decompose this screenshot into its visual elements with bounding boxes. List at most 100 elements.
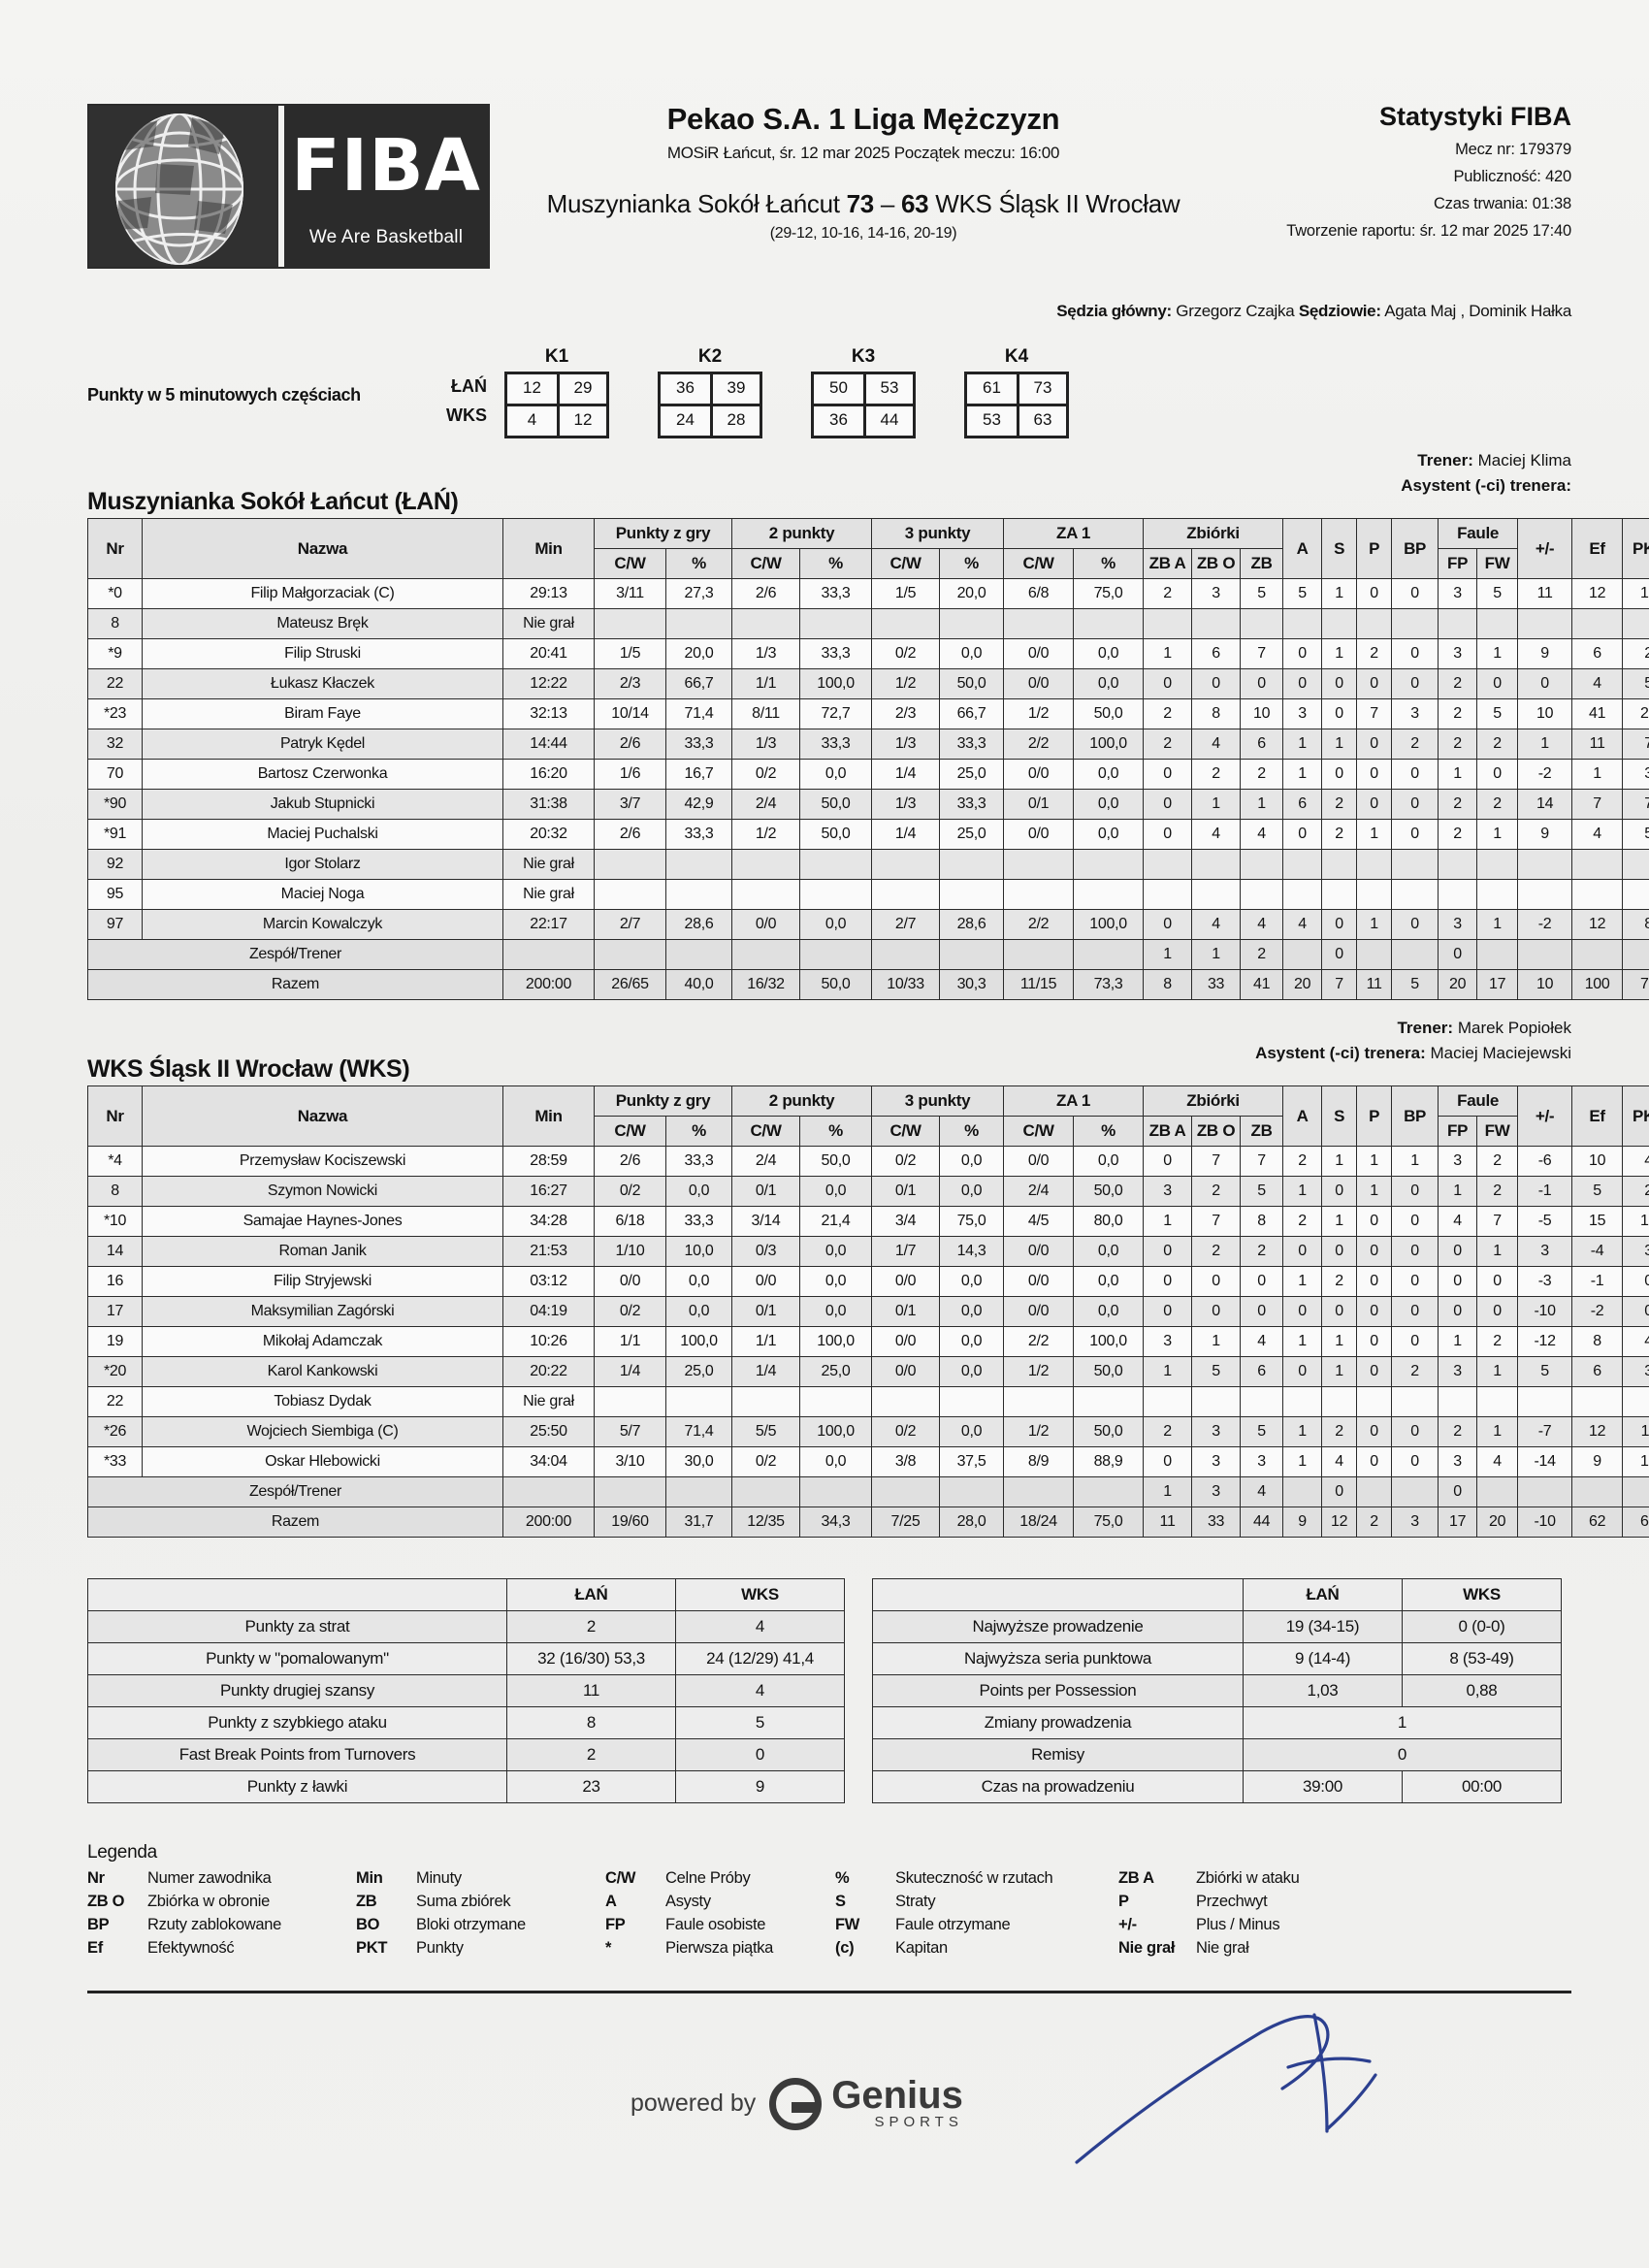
player-minutes: Nie grał bbox=[502, 879, 595, 910]
player-3p-made-att: 0/1 bbox=[871, 1176, 941, 1207]
player-assists: 1 bbox=[1282, 1446, 1323, 1477]
player-fg-made-att: 3/7 bbox=[594, 789, 666, 820]
player-2p-pct: 33,3 bbox=[799, 578, 873, 609]
player-3p-pct: 0,0 bbox=[939, 1146, 1005, 1177]
totals-ft-made-att: 18/24 bbox=[1003, 1507, 1075, 1538]
totals-2p-made-att: 16/32 bbox=[731, 969, 801, 1000]
quarter-label-k4: K4 bbox=[1004, 346, 1029, 367]
player-2p-pct: 72,7 bbox=[799, 698, 873, 729]
player-efficiency: 8 bbox=[1571, 1326, 1624, 1357]
player-fouls-drawn: 5 bbox=[1476, 698, 1519, 729]
crew-chief-name: Grzegorz Czajka bbox=[1176, 302, 1295, 320]
player-number: 8 bbox=[87, 608, 143, 639]
totals-assists: 9 bbox=[1282, 1507, 1323, 1538]
player-ft-made-att bbox=[1003, 879, 1075, 910]
player-2p-pct bbox=[799, 879, 873, 910]
player-name: Igor Stolarz bbox=[142, 849, 503, 880]
summary-left-row: Punkty z szybkiego ataku 8 5 bbox=[87, 1706, 845, 1739]
quarter-group-k1: K1 12 29 4 12 bbox=[504, 346, 609, 438]
player-2p-pct: 100,0 bbox=[799, 668, 873, 699]
team-points bbox=[1622, 1476, 1649, 1507]
player-fouls-drawn: 0 bbox=[1476, 1296, 1519, 1327]
team-a-assistant-label: Asystent (-ci) trenera: bbox=[1401, 475, 1571, 495]
player-fg-pct: 27,3 bbox=[664, 578, 733, 609]
totals-ft-pct: 75,0 bbox=[1073, 1507, 1145, 1538]
player-assists: 2 bbox=[1282, 1206, 1323, 1237]
player-2p-pct: 50,0 bbox=[799, 789, 873, 820]
q3-home-second5: 53 bbox=[862, 374, 913, 404]
totals-blocks: 3 bbox=[1391, 1507, 1439, 1538]
player-2p-pct: 0,0 bbox=[799, 1176, 873, 1207]
player-fg-pct bbox=[664, 1386, 733, 1417]
team-b-title: WKS Śląsk II Wrocław (WKS) bbox=[87, 1055, 410, 1083]
summary-left-header-away: WKS bbox=[675, 1578, 845, 1611]
player-ft-pct: 0,0 bbox=[1073, 819, 1145, 850]
player-points: 11 bbox=[1622, 1416, 1649, 1447]
summary-right-row-value-both: 1 bbox=[1243, 1706, 1562, 1739]
player-reb-off: 3 bbox=[1143, 1176, 1193, 1207]
player-number: *90 bbox=[87, 789, 143, 820]
five-minute-label: Punkty w 5 minutowych częściach bbox=[87, 385, 361, 405]
header-right: Statystyki FIBA Mecz nr: 179379 Publiczn… bbox=[1222, 102, 1571, 241]
player-reb-def: 2 bbox=[1191, 1176, 1242, 1207]
player-name: Szymon Nowicki bbox=[142, 1176, 503, 1207]
player-turnovers: 1 bbox=[1356, 819, 1393, 850]
q1-away-first5: 4 bbox=[507, 406, 557, 436]
player-fouls-personal: 3 bbox=[1438, 1446, 1478, 1477]
player-name: Maciej Puchalski bbox=[142, 819, 503, 850]
player-reb-off: 2 bbox=[1143, 1416, 1193, 1447]
player-reb-def: 7 bbox=[1191, 1206, 1242, 1237]
summary-left-row-value-home: 2 bbox=[506, 1610, 676, 1643]
player-fouls-personal: 2 bbox=[1438, 789, 1478, 820]
player-2p-made-att: 5/5 bbox=[731, 1416, 801, 1447]
player-plusminus: 11 bbox=[1517, 578, 1573, 609]
q2-home-second5: 39 bbox=[709, 374, 760, 404]
player-reb-total: 2 bbox=[1240, 1236, 1284, 1267]
quarter-label-k3: K3 bbox=[851, 346, 876, 367]
team-fg-made-att bbox=[594, 939, 666, 970]
col-header-blocks: BP bbox=[1391, 518, 1439, 579]
summary-left-row-label: Punkty z szybkiego ataku bbox=[87, 1706, 507, 1739]
table-row: 92 Igor Stolarz Nie grał bbox=[87, 849, 1649, 880]
player-fg-pct: 30,0 bbox=[664, 1446, 733, 1477]
player-fouls-personal: 2 bbox=[1438, 698, 1478, 729]
player-ft-made-att: 2/2 bbox=[1003, 1326, 1075, 1357]
player-fg-pct: 33,3 bbox=[664, 1206, 733, 1237]
player-reb-def: 7 bbox=[1191, 1146, 1242, 1177]
player-ft-made-att bbox=[1003, 1386, 1075, 1417]
player-blocks: 0 bbox=[1391, 1236, 1439, 1267]
col-header-three-points: 3 punkty bbox=[871, 1085, 1005, 1117]
player-number: *9 bbox=[87, 638, 143, 669]
player-minutes: 03:12 bbox=[502, 1266, 595, 1297]
player-reb-total: 1 bbox=[1240, 789, 1284, 820]
table-row: 14 Roman Janik 21:53 1/10 10,0 0/3 0,0 1/7 14,3 0… bbox=[87, 1236, 1649, 1267]
team-b-assistant-label: Asystent (-ci) trenera: bbox=[1255, 1043, 1426, 1062]
player-2p-pct bbox=[799, 608, 873, 639]
player-blocks: 0 bbox=[1391, 1176, 1439, 1207]
player-2p-made-att: 0/0 bbox=[731, 909, 801, 940]
player-efficiency bbox=[1571, 608, 1624, 639]
player-number: *0 bbox=[87, 578, 143, 609]
player-fg-pct: 0,0 bbox=[664, 1176, 733, 1207]
player-reb-total: 0 bbox=[1240, 668, 1284, 699]
player-reb-off bbox=[1143, 879, 1193, 910]
quarter-label-k1: K1 bbox=[544, 346, 569, 367]
col-header-free-throws: ZA 1 bbox=[1003, 518, 1145, 549]
player-ft-made-att: 0/0 bbox=[1003, 819, 1075, 850]
team-coach-row: Zespół/Trener 1 1 2 0 0 bbox=[87, 939, 1649, 970]
player-efficiency: -1 bbox=[1571, 1266, 1624, 1297]
team-efficiency bbox=[1571, 1476, 1624, 1507]
player-points bbox=[1622, 608, 1649, 639]
player-plusminus: 9 bbox=[1517, 638, 1573, 669]
player-steals: 1 bbox=[1321, 1206, 1358, 1237]
col-header-fg-pct: % bbox=[664, 548, 733, 579]
player-ft-made-att: 0/0 bbox=[1003, 1296, 1075, 1327]
totals-2p-pct: 50,0 bbox=[799, 969, 873, 1000]
player-reb-off bbox=[1143, 849, 1193, 880]
player-reb-def bbox=[1191, 849, 1242, 880]
player-ft-made-att: 6/8 bbox=[1003, 578, 1075, 609]
legend-key: BP bbox=[87, 1916, 110, 1933]
player-number: 70 bbox=[87, 759, 143, 790]
quarter-group-k4: K4 61 73 53 63 bbox=[964, 346, 1069, 438]
team-assists bbox=[1282, 1476, 1323, 1507]
